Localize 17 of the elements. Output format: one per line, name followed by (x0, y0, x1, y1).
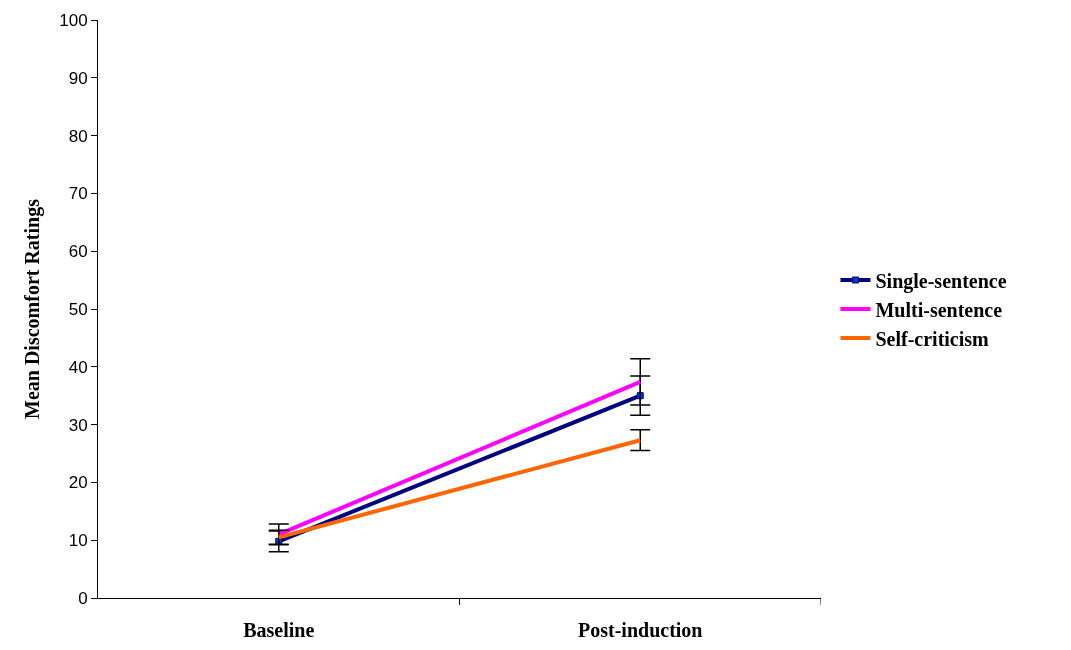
legend-label: Single-sentence (875, 269, 1007, 293)
y-tick-label: 80 (68, 126, 88, 146)
y-tick-label: 10 (68, 531, 88, 551)
x-tick-label: Baseline (243, 619, 315, 641)
x-tick-label: Post-induction (578, 619, 703, 641)
legend-label: Multi-sentence (875, 298, 1003, 321)
legend-label: Self-criticism (875, 327, 990, 350)
y-tick-label: 70 (68, 184, 88, 204)
y-tick-label: 100 (59, 10, 88, 30)
y-tick-label: 30 (68, 415, 88, 435)
y-tick-label: 40 (68, 357, 88, 377)
y-tick-label: 50 (68, 299, 88, 319)
y-tick-label: 60 (68, 242, 88, 262)
y-tick-label: 20 (68, 473, 88, 493)
y-tick-label: 90 (68, 68, 88, 88)
y-axis-title: Mean Discomfort Ratings (20, 198, 44, 419)
y-tick-label: 0 (78, 588, 88, 608)
